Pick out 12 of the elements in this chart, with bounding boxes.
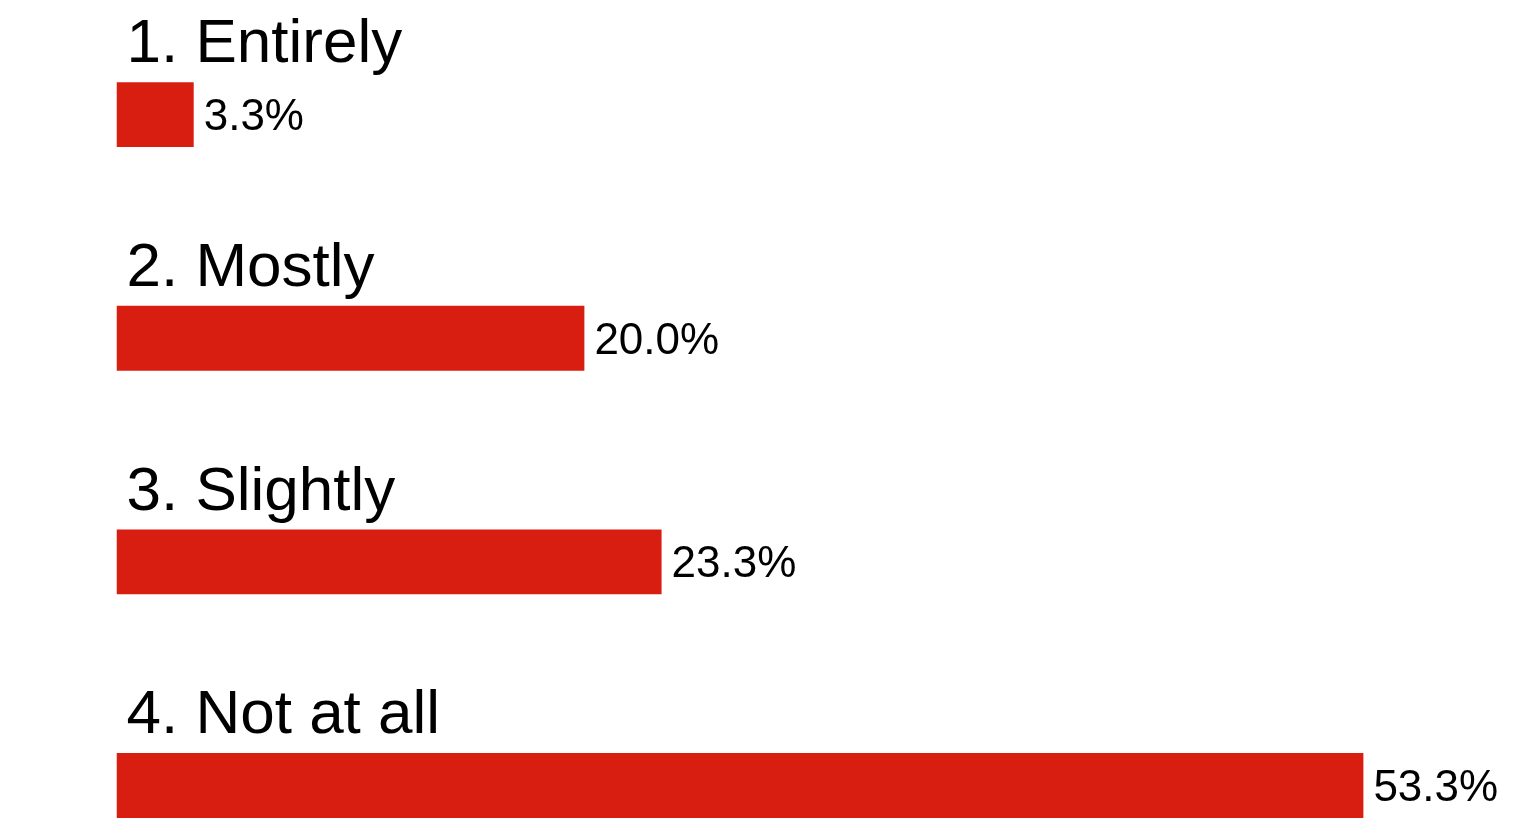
y-tick-label: 2. Mostly bbox=[126, 229, 375, 299]
y-tick-label: 1. Entirely bbox=[126, 6, 403, 76]
bar bbox=[116, 82, 194, 147]
data-label: 20.0% bbox=[594, 313, 720, 363]
bar bbox=[116, 529, 662, 595]
bar bbox=[116, 753, 1364, 818]
data-label: 53.3% bbox=[1373, 760, 1499, 810]
data-label: 23.3% bbox=[671, 537, 797, 587]
bar bbox=[116, 305, 585, 371]
y-tick-label: 3. Slightly bbox=[126, 453, 396, 523]
data-label: 3.3% bbox=[203, 90, 304, 140]
y-tick-label: 4. Not at all bbox=[126, 677, 441, 747]
